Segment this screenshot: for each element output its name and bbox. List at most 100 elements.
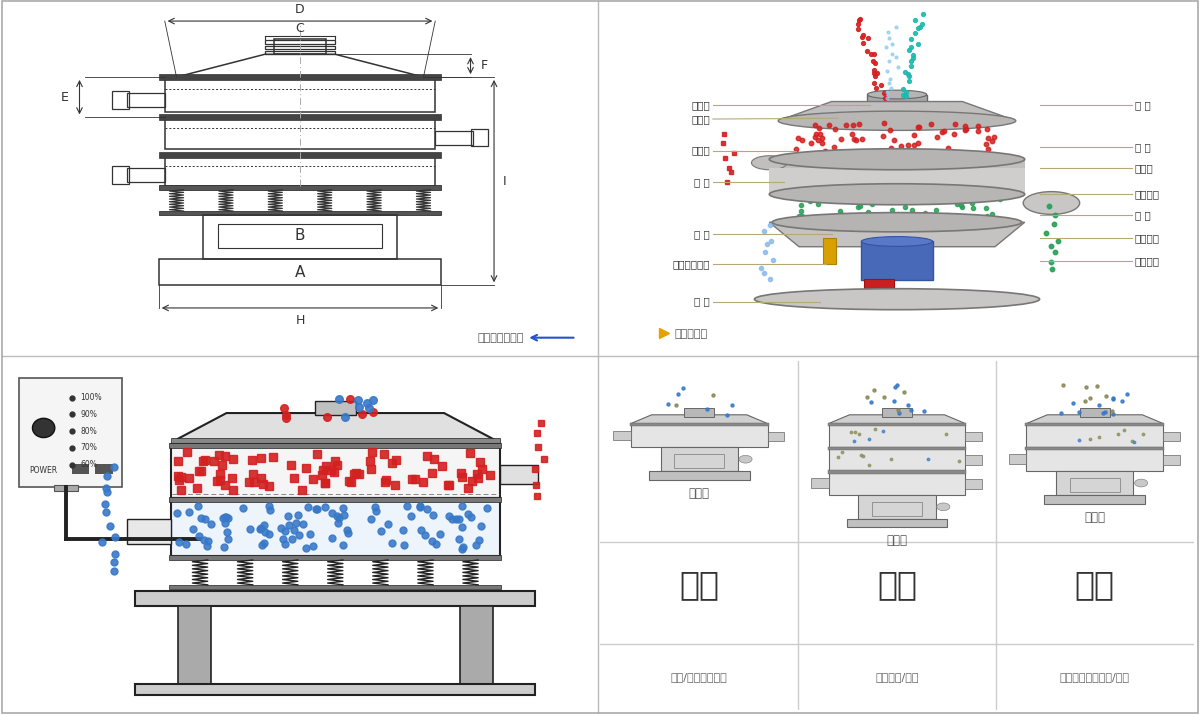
Bar xyxy=(265,46,335,49)
Polygon shape xyxy=(174,413,497,441)
Text: 单层式: 单层式 xyxy=(689,487,709,500)
Text: F: F xyxy=(481,59,488,72)
Bar xyxy=(829,471,965,495)
Ellipse shape xyxy=(1135,479,1147,487)
Ellipse shape xyxy=(1024,191,1080,214)
Bar xyxy=(72,464,90,474)
Text: 运输固定螺栓: 运输固定螺栓 xyxy=(672,259,710,269)
Bar xyxy=(170,444,500,498)
Bar xyxy=(19,378,122,486)
Text: 加重块: 加重块 xyxy=(1135,163,1153,173)
Polygon shape xyxy=(829,415,965,423)
Text: 上部重锤: 上部重锤 xyxy=(1135,189,1159,199)
Bar xyxy=(1025,423,1164,426)
Text: 80%: 80% xyxy=(80,427,97,436)
Text: 下部重锤: 下部重锤 xyxy=(1135,256,1159,266)
Bar xyxy=(136,591,535,605)
Bar xyxy=(862,241,932,280)
Text: 额粒/粉末准确分级: 额粒/粉末准确分级 xyxy=(671,672,727,682)
Bar xyxy=(158,259,442,285)
Text: 结构示意图: 结构示意图 xyxy=(674,329,707,339)
Text: 90%: 90% xyxy=(80,410,97,419)
Bar xyxy=(1070,478,1120,492)
Bar xyxy=(54,486,78,491)
Polygon shape xyxy=(769,222,1025,247)
Bar xyxy=(1025,447,1164,450)
Ellipse shape xyxy=(769,183,1025,205)
Text: 振动电机: 振动电机 xyxy=(1135,233,1159,243)
Text: H: H xyxy=(295,314,305,327)
Ellipse shape xyxy=(755,288,1039,310)
Bar xyxy=(684,408,714,416)
Bar xyxy=(265,40,335,44)
Bar xyxy=(965,431,982,441)
Bar xyxy=(169,443,502,448)
Bar xyxy=(164,77,436,112)
Bar xyxy=(178,605,211,684)
Bar xyxy=(274,39,326,54)
Bar xyxy=(864,279,894,288)
Bar xyxy=(1026,448,1163,471)
Text: 三层式: 三层式 xyxy=(887,535,907,548)
Bar xyxy=(769,168,1025,194)
Text: I: I xyxy=(503,175,506,188)
Text: 机 座: 机 座 xyxy=(694,296,710,306)
Bar xyxy=(158,74,442,80)
Text: 筛 网: 筛 网 xyxy=(1135,100,1151,110)
Polygon shape xyxy=(631,415,768,423)
Bar xyxy=(112,166,130,184)
Ellipse shape xyxy=(862,236,932,246)
Bar xyxy=(1026,423,1163,448)
Text: 进料口: 进料口 xyxy=(691,100,710,110)
Bar xyxy=(868,94,926,109)
Ellipse shape xyxy=(773,213,1021,232)
Text: 去除液体中的额粒/异物: 去除液体中的额粒/异物 xyxy=(1060,672,1130,682)
Bar xyxy=(660,448,738,471)
Text: 外形尺寸示意图: 外形尺寸示意图 xyxy=(478,333,523,343)
Bar xyxy=(858,495,936,518)
Bar xyxy=(631,423,768,448)
Ellipse shape xyxy=(769,149,1025,170)
Bar xyxy=(1080,408,1110,416)
Bar xyxy=(126,519,170,543)
Text: 除杂: 除杂 xyxy=(1075,568,1115,601)
Bar xyxy=(882,408,912,416)
Text: 出料口: 出料口 xyxy=(691,146,710,156)
Bar xyxy=(158,211,442,215)
Bar xyxy=(164,155,436,186)
Bar xyxy=(460,605,493,684)
Bar xyxy=(768,431,784,441)
Bar xyxy=(811,478,829,488)
Bar xyxy=(846,518,948,528)
Text: 束 环: 束 环 xyxy=(694,177,710,187)
Text: B: B xyxy=(295,228,305,243)
Bar xyxy=(965,479,982,489)
Ellipse shape xyxy=(779,111,1016,131)
Bar xyxy=(965,456,982,466)
Bar xyxy=(112,91,130,109)
Bar xyxy=(769,158,1025,168)
Text: 60%: 60% xyxy=(80,461,97,469)
Bar xyxy=(170,438,500,444)
Bar xyxy=(828,447,966,450)
Text: 弹 簧: 弹 簧 xyxy=(694,229,710,239)
Bar xyxy=(164,117,436,149)
Bar xyxy=(613,431,631,441)
Bar xyxy=(169,498,502,501)
Bar xyxy=(829,423,965,448)
Bar xyxy=(95,464,113,474)
Text: 防尘盖: 防尘盖 xyxy=(691,114,710,124)
Bar xyxy=(169,585,502,589)
Bar xyxy=(158,186,442,190)
Bar xyxy=(169,555,502,560)
Text: C: C xyxy=(295,22,305,35)
Bar xyxy=(1009,454,1026,464)
Bar xyxy=(828,471,966,474)
Bar xyxy=(136,684,535,695)
Ellipse shape xyxy=(32,418,55,438)
Polygon shape xyxy=(1026,415,1163,423)
Bar xyxy=(217,224,383,248)
Bar xyxy=(170,498,500,555)
Text: 网 架: 网 架 xyxy=(1135,142,1151,152)
Polygon shape xyxy=(779,101,1015,121)
